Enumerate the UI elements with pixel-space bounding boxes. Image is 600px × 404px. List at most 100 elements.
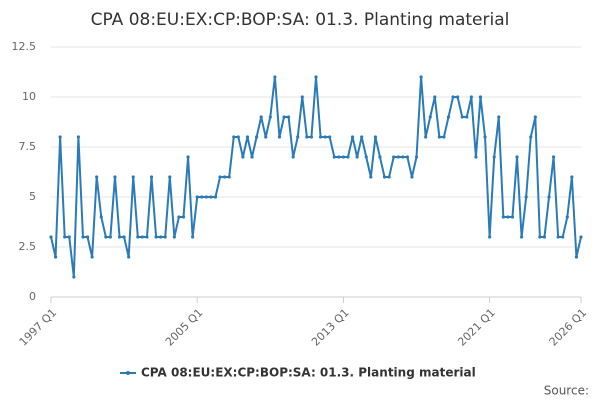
point	[456, 95, 460, 99]
point	[323, 135, 327, 139]
source: Source:	[544, 384, 589, 398]
point	[492, 155, 496, 159]
y-tick-label: 0	[29, 290, 36, 303]
point	[474, 155, 478, 159]
x-tick-label: 2021 Q1	[455, 306, 498, 349]
point	[282, 115, 286, 119]
x-tick-label: 2013 Q1	[309, 306, 352, 349]
point	[300, 95, 304, 99]
point	[318, 135, 323, 139]
point	[99, 215, 103, 219]
point	[255, 135, 259, 139]
point	[149, 175, 154, 179]
point	[424, 135, 428, 139]
point	[236, 135, 240, 139]
point	[113, 175, 117, 179]
point	[551, 155, 556, 159]
point	[574, 255, 579, 259]
point	[469, 95, 473, 99]
y-tick-label: 5	[29, 190, 36, 203]
point	[127, 255, 131, 259]
point	[579, 235, 583, 239]
point	[524, 195, 528, 199]
point	[433, 95, 437, 99]
point	[136, 235, 140, 239]
point	[451, 95, 455, 99]
point	[264, 135, 268, 139]
point	[95, 175, 99, 179]
point	[49, 235, 53, 239]
point	[67, 235, 71, 239]
point	[309, 135, 314, 139]
point	[565, 215, 569, 219]
point	[181, 215, 186, 219]
point	[104, 235, 108, 239]
point	[405, 155, 409, 159]
point	[223, 175, 227, 179]
point	[570, 175, 574, 179]
legend-dot	[126, 371, 130, 375]
point	[227, 175, 231, 179]
point	[392, 155, 396, 159]
point	[410, 175, 414, 179]
point	[72, 275, 76, 279]
y-tick-label: 2.5	[19, 240, 37, 253]
point	[286, 115, 291, 119]
point	[159, 235, 163, 239]
point	[364, 155, 368, 159]
point	[442, 135, 446, 139]
point	[291, 155, 295, 159]
point	[483, 135, 487, 139]
point	[163, 235, 167, 239]
point	[53, 255, 58, 259]
point	[177, 215, 181, 219]
point	[250, 155, 254, 159]
x-tick-label: 2026 Q1	[547, 306, 590, 349]
point	[131, 175, 135, 179]
point	[346, 155, 350, 159]
point	[520, 235, 524, 239]
point	[296, 135, 300, 139]
point	[209, 195, 213, 199]
point	[268, 115, 272, 119]
x-tick-label: 1997 Q1	[17, 306, 60, 349]
point	[465, 115, 469, 119]
point	[168, 175, 172, 179]
point	[556, 235, 560, 239]
legend-label: CPA 08:EU:EX:CP:BOP:SA: 01.3. Planting m…	[141, 366, 476, 380]
point	[328, 135, 332, 139]
point	[382, 175, 387, 179]
point	[538, 235, 542, 239]
chart-title: CPA 08:EU:EX:CP:BOP:SA: 01.3. Planting m…	[91, 10, 510, 30]
point	[117, 235, 122, 239]
point	[58, 135, 62, 139]
point	[241, 155, 245, 159]
point	[428, 115, 432, 119]
x-tick-label: 2005 Q1	[163, 306, 206, 349]
point	[122, 235, 126, 239]
point	[378, 155, 382, 159]
point	[437, 135, 441, 139]
point	[245, 135, 250, 139]
point	[200, 195, 204, 199]
point	[561, 235, 565, 239]
point	[350, 135, 355, 139]
point	[195, 195, 199, 199]
point	[341, 155, 346, 159]
point	[446, 115, 451, 119]
point	[90, 255, 94, 259]
point	[277, 135, 282, 139]
point	[510, 215, 515, 219]
point	[108, 235, 112, 239]
y-tick-label: 12.5	[12, 40, 37, 53]
point	[273, 75, 277, 79]
point	[85, 235, 90, 239]
point	[396, 155, 400, 159]
point	[204, 195, 208, 199]
point	[355, 155, 359, 159]
y-tick-label: 10	[22, 90, 36, 103]
y-tick-label: 7.5	[19, 140, 37, 153]
point	[213, 195, 218, 199]
point	[145, 235, 149, 239]
